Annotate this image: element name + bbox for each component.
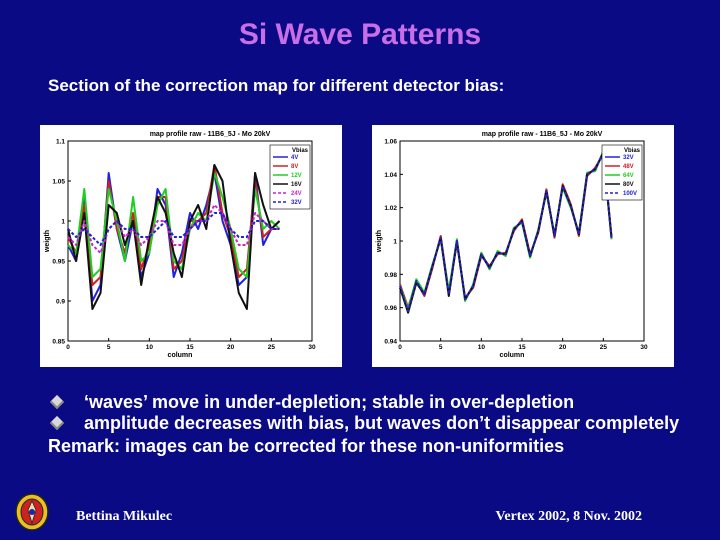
bullet-list: ‘waves’ move in under-depletion; stable … xyxy=(48,392,688,457)
institution-logo-icon xyxy=(15,493,49,531)
chart-title: map profile raw - 11B6_5J - Mo 20kV xyxy=(150,131,271,138)
y-tick-label: 0.9 xyxy=(56,299,65,306)
x-tick-label: 20 xyxy=(227,344,235,351)
legend-label: 24V xyxy=(291,191,302,197)
y-tick-label: 0.98 xyxy=(384,272,397,279)
y-tick-label: 0.94 xyxy=(384,339,397,346)
y-axis-label: weigth xyxy=(376,230,383,253)
chart-left: map profile raw - 11B6_5J - Mo 20kV 0 5 10 1… xyxy=(40,125,342,367)
series-line xyxy=(67,212,280,246)
y-tick-label: 0.96 xyxy=(384,305,397,312)
footer-event: Vertex 2002, 8 Nov. 2002 xyxy=(495,509,642,524)
legend-label: 100V xyxy=(623,191,637,197)
diamond-bullet-icon xyxy=(49,394,65,410)
legend-label: 16V xyxy=(291,182,302,188)
series-line xyxy=(67,164,281,310)
x-tick-label: 30 xyxy=(640,344,648,351)
chart-title: map profile raw - 11B6_5J - Mo 20kV xyxy=(482,131,603,138)
legend-label: 80V xyxy=(623,182,634,188)
x-tick-label: 5 xyxy=(107,344,111,351)
legend-box xyxy=(601,144,643,201)
legend-label: 32V xyxy=(623,155,634,161)
x-tick-label: 25 xyxy=(268,344,276,351)
x-axis-label: column xyxy=(168,352,193,359)
series-line xyxy=(67,204,280,254)
legend-title: Vbias xyxy=(624,148,641,154)
legend-label: 4V xyxy=(291,155,298,161)
x-tick-label: 5 xyxy=(439,344,443,351)
series-line xyxy=(67,172,281,278)
legend-label: 48V xyxy=(623,164,634,170)
bullet-text: ‘waves’ move in under-depletion; stable … xyxy=(84,392,575,412)
x-tick-label: 20 xyxy=(559,344,567,351)
slide-title: Si Wave Patterns xyxy=(238,18,482,51)
x-tick-label: 0 xyxy=(66,344,70,351)
x-axis-label: column xyxy=(500,352,525,359)
y-tick-label: 1.04 xyxy=(384,172,397,179)
bullet-text: amplitude decreases with bias, but waves… xyxy=(84,413,680,433)
x-tick-label: 10 xyxy=(146,344,154,351)
y-tick-label: 1 xyxy=(61,219,65,226)
bullet-item: amplitude decreases with bias, but waves… xyxy=(48,413,688,434)
chart-right-svg: map profile raw - 11B6_5J - Mo 20kV 0 5 10 1… xyxy=(376,131,648,359)
x-tick-label: 30 xyxy=(308,344,316,351)
x-tick-label: 10 xyxy=(478,344,486,351)
bullet-item: ‘waves’ move in under-depletion; stable … xyxy=(48,392,688,413)
y-tick-label: 1 xyxy=(393,239,397,246)
legend-box xyxy=(269,144,311,210)
y-tick-label: 0.95 xyxy=(52,259,65,266)
legend-label: 32V xyxy=(291,200,302,206)
y-tick-label: 1.1 xyxy=(56,139,65,146)
legend-label: 64V xyxy=(623,173,634,179)
x-tick-label: 15 xyxy=(186,344,194,351)
legend-label: 8V xyxy=(291,164,298,170)
y-tick-label: 1.05 xyxy=(52,179,65,186)
y-tick-label: 0.85 xyxy=(52,339,65,346)
diamond-bullet-icon xyxy=(49,415,65,431)
legend-title: Vbias xyxy=(292,148,309,154)
chart-left-svg: map profile raw - 11B6_5J - Mo 20kV 0 5 10 1… xyxy=(44,131,316,359)
series-line xyxy=(399,151,613,312)
footer-author: Bettina Mikulec xyxy=(76,509,173,524)
legend-label: 12V xyxy=(291,173,302,179)
y-tick-label: 1.06 xyxy=(384,139,397,146)
y-axis-label: weigth xyxy=(44,230,51,253)
x-tick-label: 0 xyxy=(398,344,402,351)
slide-subtitle: Section of the correction map for differ… xyxy=(48,76,505,95)
chart-right: map profile raw - 11B6_5J - Mo 20kV 0 5 10 1… xyxy=(372,125,674,367)
x-tick-label: 25 xyxy=(600,344,608,351)
remark-text: Remark: images can be corrected for thes… xyxy=(48,436,565,456)
y-tick-label: 1.02 xyxy=(384,205,397,212)
x-tick-label: 15 xyxy=(518,344,526,351)
